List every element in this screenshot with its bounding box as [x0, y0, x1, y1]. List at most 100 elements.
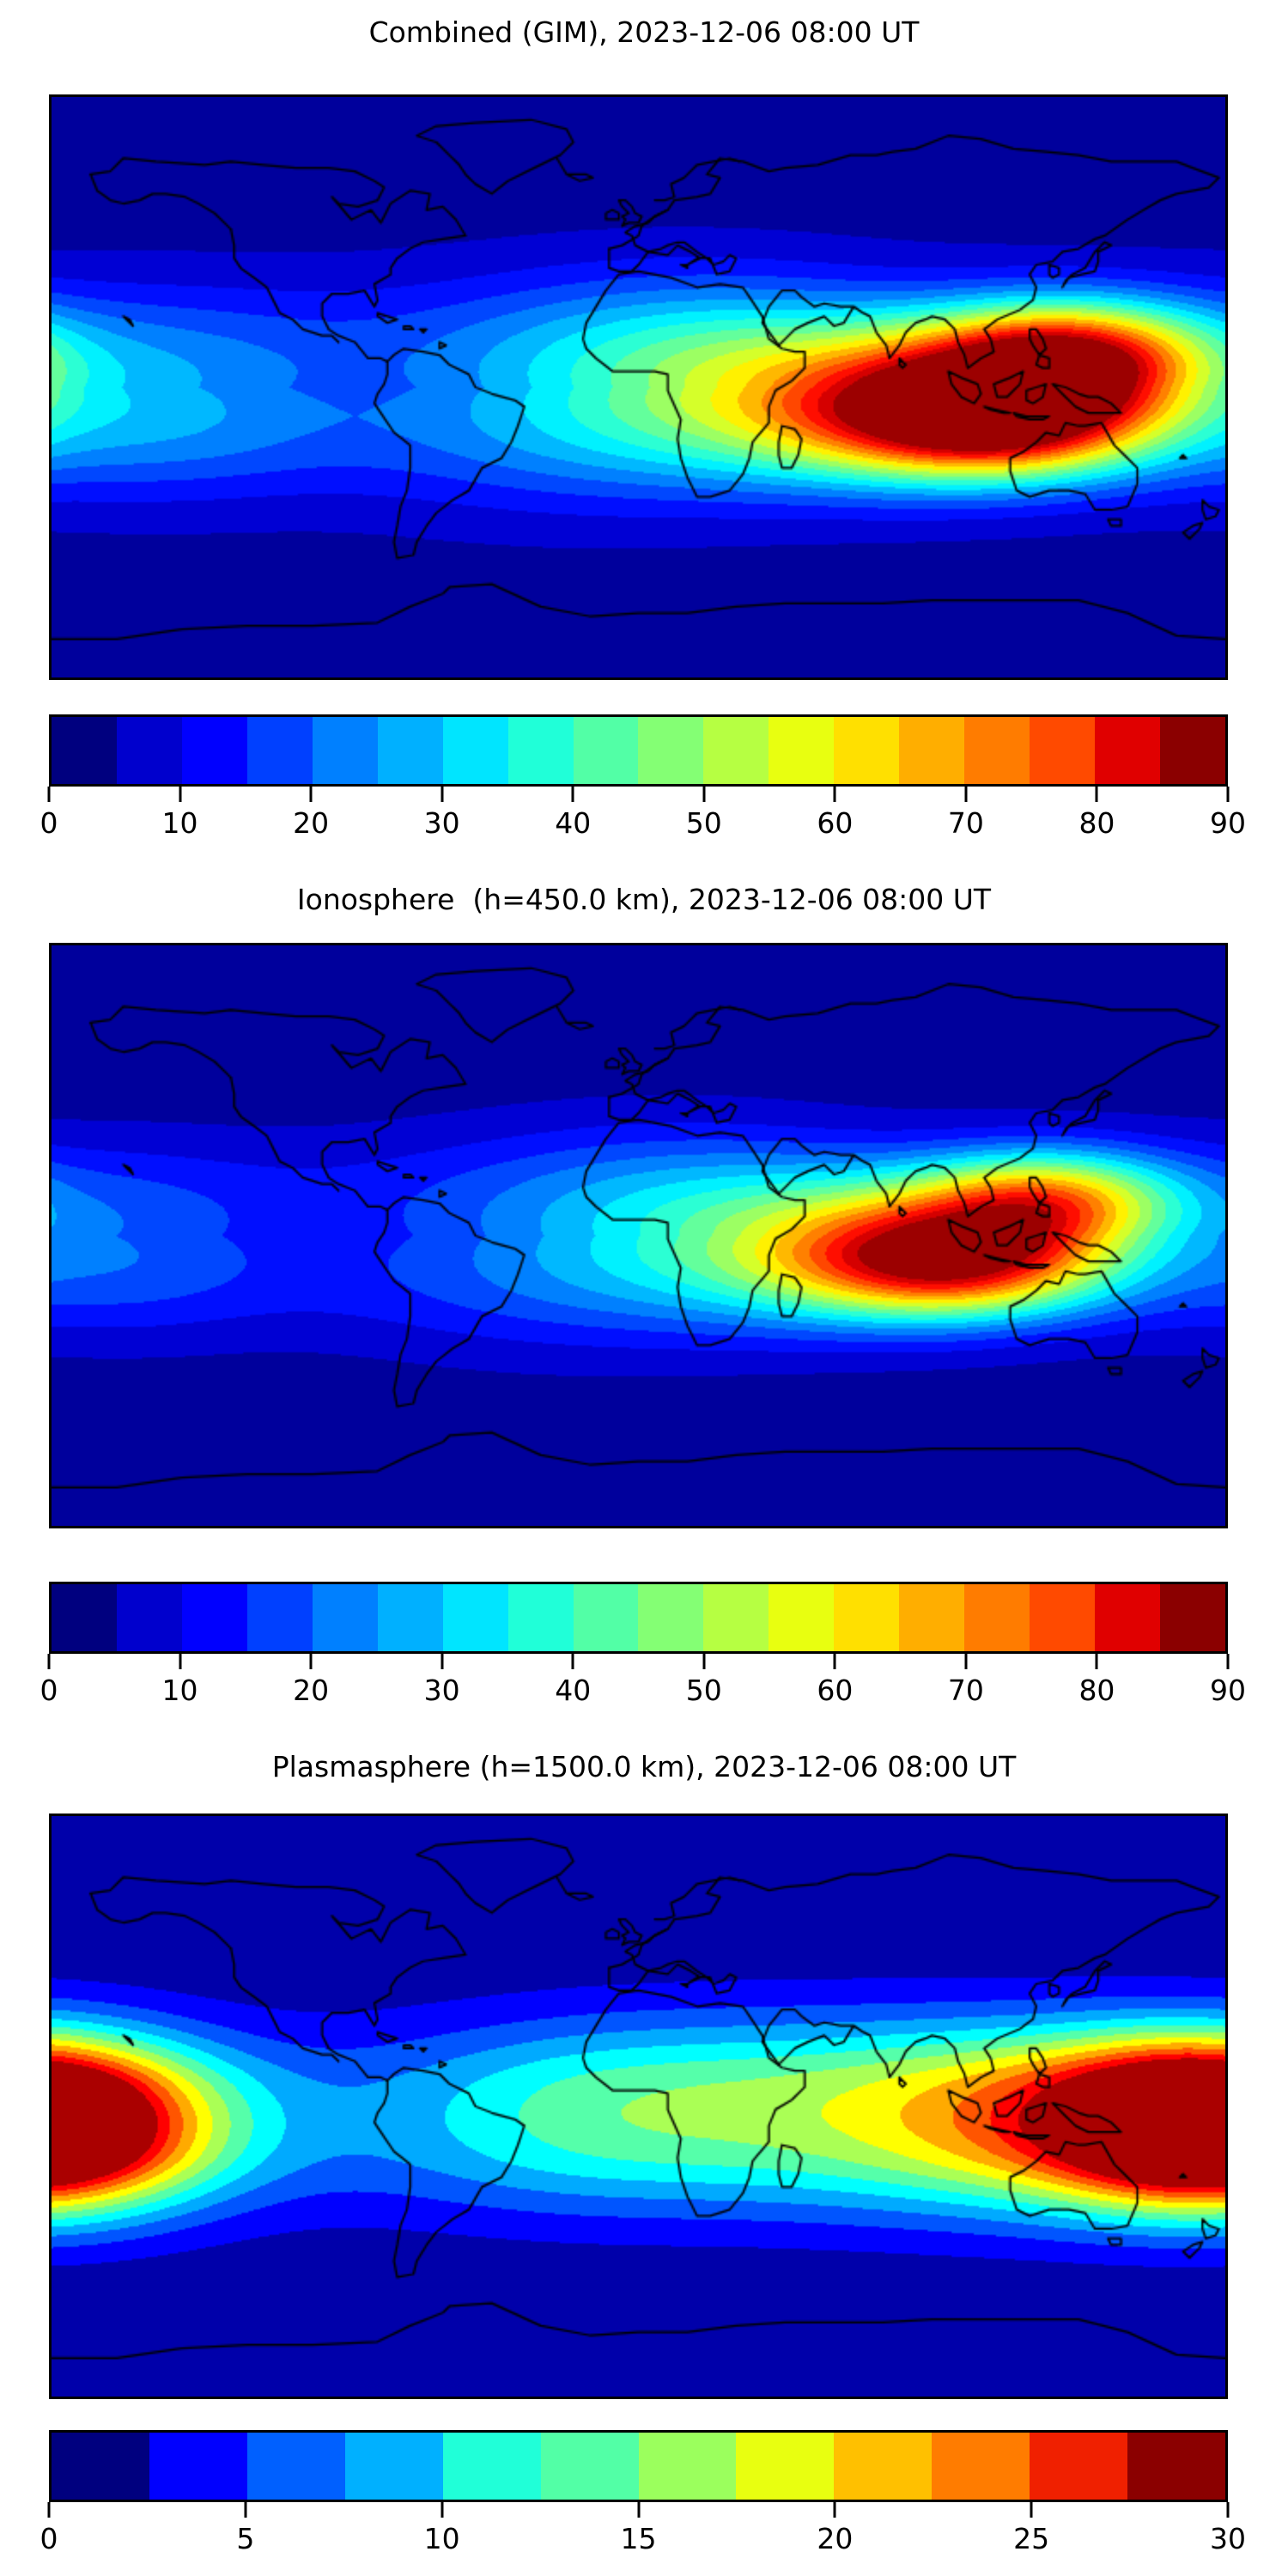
colorbar-band-3	[246, 717, 313, 784]
colorbar-band-9	[638, 1584, 704, 1651]
colorbar-tick-label: 60	[817, 806, 854, 840]
colorbar-tick	[833, 1654, 836, 1669]
colorbar-tick	[1095, 1654, 1098, 1669]
colorbar-labels-plasmasphere: 0 5 10 15 20 25 30	[40, 2519, 1247, 2562]
colorbar-band-10	[703, 717, 769, 784]
colorbar-band-11	[769, 717, 835, 784]
colorbar-tick-label: 30	[423, 1674, 460, 1707]
colorbar-band-12	[834, 1584, 900, 1651]
colorbar-tick-label: 80	[1078, 1674, 1115, 1707]
colorbar-band-2	[181, 717, 247, 784]
colorbar-tick-label: 30	[423, 806, 460, 840]
colorbar-band-11	[769, 1584, 835, 1651]
colorbar-tick	[309, 1654, 313, 1669]
colorbar-gradient-ionosphere	[49, 1582, 1228, 1654]
colorbar-band-11	[1127, 2433, 1226, 2500]
colorbar-band-16	[1095, 1584, 1160, 1651]
colorbar-gradient-plasmasphere	[49, 2430, 1228, 2502]
colorbar-band-7	[507, 717, 574, 784]
colorbar-band-2	[181, 1584, 247, 1651]
colorbar-tick-label: 70	[947, 806, 984, 840]
colorbar-tick	[571, 787, 574, 802]
colorbar-tick	[47, 2502, 51, 2518]
colorbar-tick-label: 40	[555, 806, 592, 840]
colorbar-band-17	[1159, 717, 1225, 784]
colorbar-tick	[833, 2502, 836, 2518]
colorbar-labels-ionosphere: 0 10 20 30 40 50 60 70 80 90	[40, 1671, 1247, 1714]
colorbar-tick-label: 50	[685, 806, 722, 840]
colorbar-band-15	[1030, 1584, 1095, 1651]
colorbar-tick	[1030, 2502, 1033, 2518]
colorbar-band-3	[246, 1584, 313, 1651]
colorbar-plasmasphere: 0 5 10 15 20 25 30	[40, 2430, 1247, 2562]
map-canvas-plasmasphere	[52, 1816, 1225, 2397]
colorbar-band-14	[964, 1584, 1030, 1651]
colorbar-band-6	[442, 1584, 508, 1651]
colorbar-tick-label: 0	[39, 806, 58, 840]
map-canvas-ionosphere	[52, 945, 1225, 1526]
colorbar-band-8	[573, 1584, 639, 1651]
colorbar-band-2	[246, 2433, 345, 2500]
panel-title-plasmasphere: Plasmasphere (h=1500.0 km), 2023-12-06 0…	[271, 1750, 1017, 1783]
colorbar-tick	[1226, 2502, 1230, 2518]
colorbar-band-10	[703, 1584, 769, 1651]
colorbar-band-5	[540, 2433, 639, 2500]
panel-title-ionosphere: Ionosphere (h=450.0 km), 2023-12-06 08:0…	[296, 883, 992, 916]
colorbar-tick-label: 20	[293, 1674, 330, 1707]
colorbar-tick	[179, 787, 182, 802]
colorbar-tick-label: 25	[1013, 2522, 1050, 2555]
colorbar-tick	[1226, 787, 1230, 802]
colorbar-tick	[47, 1654, 51, 1669]
colorbar-tick	[309, 787, 313, 802]
colorbar-band-6	[442, 717, 508, 784]
colorbar-band-8	[573, 717, 639, 784]
colorbar-combined: 0 10 20 30 40 50 60 70 80 90	[40, 714, 1247, 847]
colorbar-tick-label: 50	[685, 1674, 722, 1707]
colorbar-band-7	[736, 2433, 835, 2500]
colorbar-ticks-ionosphere	[47, 1654, 1230, 1671]
colorbar-band-1	[116, 1584, 182, 1651]
colorbar-band-3	[344, 2433, 443, 2500]
colorbar-tick-label: 40	[555, 1674, 592, 1707]
colorbar-labels-combined: 0 10 20 30 40 50 60 70 80 90	[40, 804, 1247, 847]
colorbar-band-4	[442, 2433, 541, 2500]
colorbar-tick	[47, 787, 51, 802]
colorbar-tick	[702, 1654, 706, 1669]
colorbar-tick	[1226, 1654, 1230, 1669]
colorbar-tick	[571, 1654, 574, 1669]
map-plasmasphere	[49, 1814, 1228, 2399]
colorbar-band-13	[899, 717, 965, 784]
colorbar-tick-label: 20	[293, 806, 330, 840]
panel-title-combined: Combined (GIM), 2023-12-06 08:00 UT	[368, 15, 920, 49]
colorbar-tick-label: 10	[161, 1674, 198, 1707]
colorbar-band-10	[1030, 2433, 1128, 2500]
colorbar-tick-label: 0	[39, 2522, 58, 2555]
colorbar-tick-label: 70	[947, 1674, 984, 1707]
colorbar-tick	[964, 1654, 968, 1669]
colorbar-tick	[702, 787, 706, 802]
colorbar-band-1	[116, 717, 182, 784]
map-canvas-combined	[52, 97, 1225, 677]
colorbar-band-5	[377, 717, 443, 784]
colorbar-tick-label: 20	[817, 2522, 854, 2555]
colorbar-tick-label: 5	[236, 2522, 255, 2555]
colorbar-band-0	[52, 2433, 149, 2500]
colorbar-band-8	[834, 2433, 933, 2500]
colorbar-tick	[440, 787, 444, 802]
colorbar-band-14	[964, 717, 1030, 784]
colorbar-band-4	[312, 1584, 378, 1651]
map-combined-gim	[49, 94, 1228, 680]
colorbar-band-0	[52, 1584, 117, 1651]
colorbar-tick-label: 60	[817, 1674, 854, 1707]
colorbar-tick-label: 0	[39, 1674, 58, 1707]
colorbar-tick-label: 15	[620, 2522, 657, 2555]
colorbar-tick	[833, 787, 836, 802]
colorbar-tick	[440, 2502, 444, 2518]
colorbar-ticks-combined	[47, 787, 1230, 804]
colorbar-tick-label: 90	[1210, 806, 1246, 840]
colorbar-band-4	[312, 717, 378, 784]
colorbar-band-0	[52, 717, 117, 784]
colorbar-band-12	[834, 717, 900, 784]
colorbar-band-17	[1159, 1584, 1225, 1651]
